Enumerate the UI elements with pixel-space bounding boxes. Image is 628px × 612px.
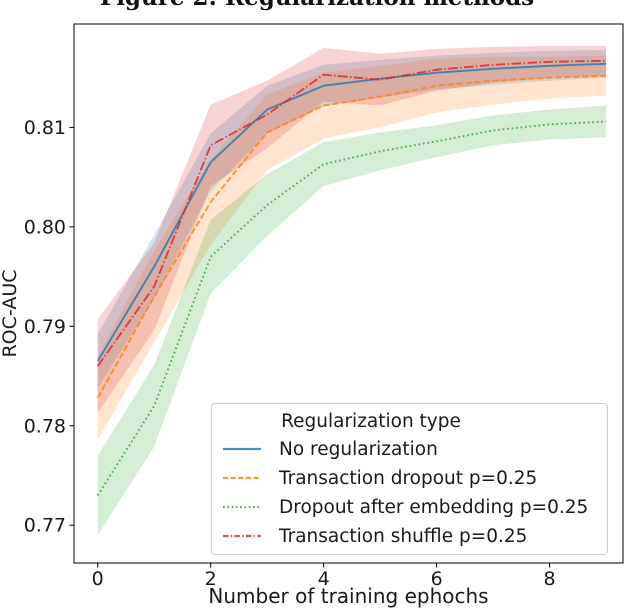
legend-line-sample [223,476,261,480]
band-transaction-dropout-p-0-25 [97,55,607,440]
legend-label: Dropout after embedding p=0.25 [279,496,589,518]
y-tick-label: 0.77 [24,515,66,537]
x-tick-label: 0 [92,568,104,590]
legend-title: Regularization type [281,411,461,432]
x-tick-label: 6 [431,568,443,590]
x-tick-label: 4 [318,568,330,590]
legend-label: Transaction dropout p=0.25 [279,467,538,489]
band-no-regularization [97,49,607,389]
legend-line-sample [223,505,261,509]
y-tick-label: 0.81 [24,117,66,139]
figure-title: Figure 2: Regularization methods [100,0,534,9]
x-axis-label: Number of training ephochs [208,584,488,608]
y-tick-label: 0.79 [24,316,66,338]
legend-line-sample [223,447,261,451]
series-line-dropout-after-embedding-p-0-25 [96,120,607,496]
legend-label: No regularization [279,438,438,460]
legend-item-transaction-dropout-p-0-25: Transaction dropout p=0.25 [212,464,607,492]
x-tick-label: 2 [205,568,217,590]
legend-label: Transaction shuffle p=0.25 [279,525,528,547]
x-tick-label: 8 [544,568,556,590]
band-transaction-shuffle-p-0-25 [97,45,607,413]
y-tick-label: 0.80 [24,216,66,238]
y-axis-label: ROC-AUC [0,269,21,357]
legend-item-dropout-after-embedding-p-0-25: Dropout after embedding p=0.25 [212,493,607,521]
y-tick-label: 0.78 [24,415,66,437]
legend-item-transaction-shuffle-p-0-25: Transaction shuffle p=0.25 [212,522,607,550]
legend: Regularization type No regularization Tra… [211,403,608,555]
series-line-transaction-dropout-p-0-25 [96,74,607,399]
legend-line-sample [223,534,261,538]
plot-border [73,23,624,564]
legend-item-no-regularization: No regularization [212,435,607,463]
band-dropout-after-embedding-p-0-25 [97,105,607,536]
